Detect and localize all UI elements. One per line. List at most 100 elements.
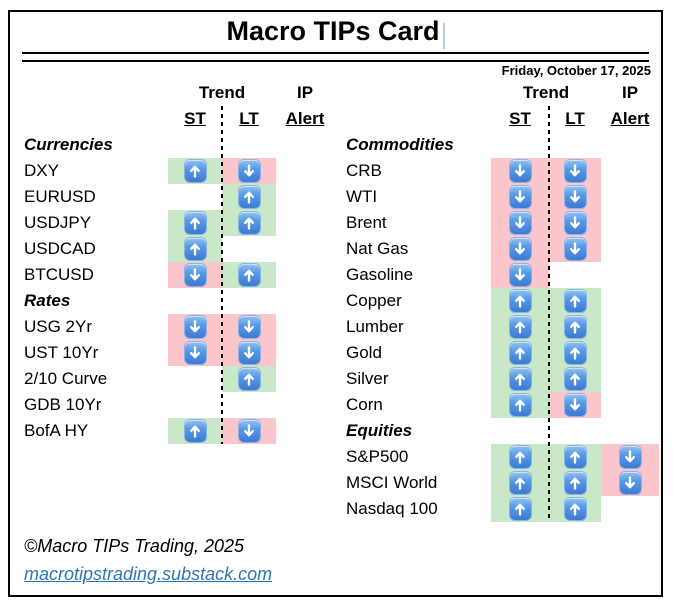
alert-cell-empty [276, 236, 334, 262]
header-row-groups: Trend IP [24, 80, 334, 106]
alert-cell-empty [601, 184, 659, 210]
up-arrow-icon [184, 160, 206, 182]
date-label: Friday, October 17, 2025 [501, 63, 651, 78]
up-arrow-icon [564, 316, 586, 338]
alert-cell-empty [601, 158, 659, 184]
down-arrow-icon [564, 238, 586, 260]
table-row: GDB 10Yr [24, 392, 334, 418]
table-row: WTI [346, 184, 659, 210]
lt-cell-up [549, 340, 601, 366]
table-row: BTCUSD [24, 262, 334, 288]
alert-cell-empty [601, 366, 659, 392]
instrument-label: Corn [346, 395, 383, 414]
down-arrow-icon [184, 316, 206, 338]
lt-cell-up [549, 314, 601, 340]
trend-header: Trend [198, 83, 246, 102]
lt-cell-empty [222, 236, 276, 262]
ip-header: IP [296, 83, 314, 102]
lt-cell-up [222, 184, 276, 210]
down-arrow-icon [509, 238, 531, 260]
up-arrow-icon [509, 342, 531, 364]
table-row: EURUSD [24, 184, 334, 210]
instrument-label: CRB [346, 161, 382, 180]
st-cell-up [491, 340, 549, 366]
instrument-label: Nasdaq 100 [346, 499, 438, 518]
table-row: Corn [346, 392, 659, 418]
text-cursor [442, 22, 445, 49]
table-row: MSCI World [346, 470, 659, 496]
st-cell-down [491, 262, 549, 288]
st-cell-up [491, 496, 549, 522]
instrument-label: S&P500 [346, 447, 409, 466]
section-label-commodities: Commodities [346, 135, 454, 154]
lt-cell-up [549, 288, 601, 314]
st-cell-down [168, 340, 222, 366]
lt-cell-up [549, 470, 601, 496]
alert-cell-empty [276, 158, 334, 184]
alert-cell-empty [276, 366, 334, 392]
alert-cell-empty [276, 392, 334, 418]
lt-cell-down [549, 236, 601, 262]
up-arrow-icon [238, 186, 260, 208]
table-row: Silver [346, 366, 659, 392]
ip-header: IP [621, 83, 639, 102]
down-arrow-icon [238, 316, 260, 338]
up-arrow-icon [238, 212, 260, 234]
st-lt-dashed-divider [548, 106, 550, 522]
header-row-groups: Trend IP [346, 80, 659, 106]
alert-cell-empty [601, 314, 659, 340]
table-row: Copper [346, 288, 659, 314]
up-arrow-icon [509, 290, 531, 312]
up-arrow-icon [509, 316, 531, 338]
lt-header: LT [239, 109, 259, 128]
st-header: ST [509, 109, 531, 128]
instrument-label: USDCAD [24, 239, 96, 258]
up-arrow-icon [509, 498, 531, 520]
table-row: Gold [346, 340, 659, 366]
lt-cell-down [549, 184, 601, 210]
lt-cell-down [549, 210, 601, 236]
section-row: Currencies [24, 132, 334, 158]
st-cell-up [491, 288, 549, 314]
down-arrow-icon [238, 342, 260, 364]
st-cell-empty [168, 392, 222, 418]
down-arrow-icon [619, 472, 641, 494]
page-title: Macro TIPs Card [226, 16, 440, 46]
footer: ©Macro TIPs Trading, 2025 macrotipstradi… [24, 536, 272, 585]
substack-link[interactable]: macrotipstrading.substack.com [24, 564, 273, 584]
macro-tips-card: Macro TIPs Card Friday, October 17, 2025… [8, 10, 663, 597]
copyright-text: ©Macro TIPs Trading, 2025 [24, 536, 245, 556]
instrument-label: Nat Gas [346, 239, 409, 258]
down-arrow-icon [564, 186, 586, 208]
down-arrow-icon [509, 160, 531, 182]
alert-cell-empty [601, 496, 659, 522]
down-arrow-icon [238, 420, 260, 442]
up-arrow-icon [509, 472, 531, 494]
st-cell-up [491, 392, 549, 418]
alert-header: Alert [610, 109, 650, 128]
down-arrow-icon [509, 264, 531, 286]
up-arrow-icon [564, 446, 586, 468]
st-cell-down [168, 262, 222, 288]
instrument-label: USDJPY [24, 213, 92, 232]
lt-cell-up [549, 496, 601, 522]
section-label-equities: Equities [346, 421, 413, 440]
trend-header: Trend [522, 83, 570, 102]
table-row: Nasdaq 100 [346, 496, 659, 522]
st-cell-down [168, 314, 222, 340]
table-row: USDJPY [24, 210, 334, 236]
lt-cell-down [549, 158, 601, 184]
st-cell-up [168, 210, 222, 236]
table-row: CRB [346, 158, 659, 184]
st-cell-up [491, 314, 549, 340]
down-arrow-icon [184, 342, 206, 364]
up-arrow-icon [238, 368, 260, 390]
st-cell-up [168, 418, 222, 444]
st-cell-empty [168, 184, 222, 210]
section-row: Commodities [346, 132, 659, 158]
section-row: Equities [346, 418, 659, 444]
st-header: ST [184, 109, 206, 128]
alert-header: Alert [285, 109, 325, 128]
down-arrow-icon [564, 394, 586, 416]
st-cell-up [491, 470, 549, 496]
